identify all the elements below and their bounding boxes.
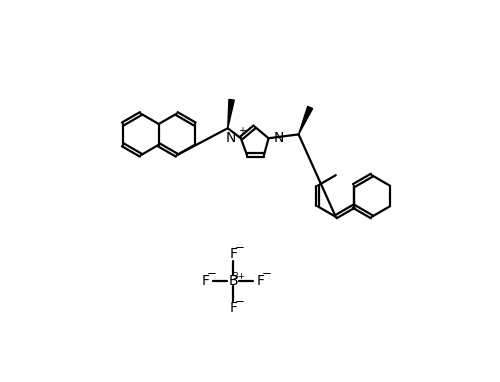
Text: F: F xyxy=(202,274,209,288)
Polygon shape xyxy=(298,106,312,134)
Text: F: F xyxy=(257,274,265,288)
Text: N: N xyxy=(273,131,283,145)
Text: +: + xyxy=(238,126,246,136)
Text: −: − xyxy=(262,267,272,280)
Text: N: N xyxy=(226,131,236,145)
Text: B: B xyxy=(228,274,238,288)
Text: −: − xyxy=(234,241,244,254)
Text: −: − xyxy=(234,295,244,308)
Polygon shape xyxy=(228,99,234,128)
Text: F: F xyxy=(229,301,237,315)
Text: −: − xyxy=(206,267,216,280)
Text: F: F xyxy=(229,247,237,261)
Text: 3+: 3+ xyxy=(232,272,245,281)
